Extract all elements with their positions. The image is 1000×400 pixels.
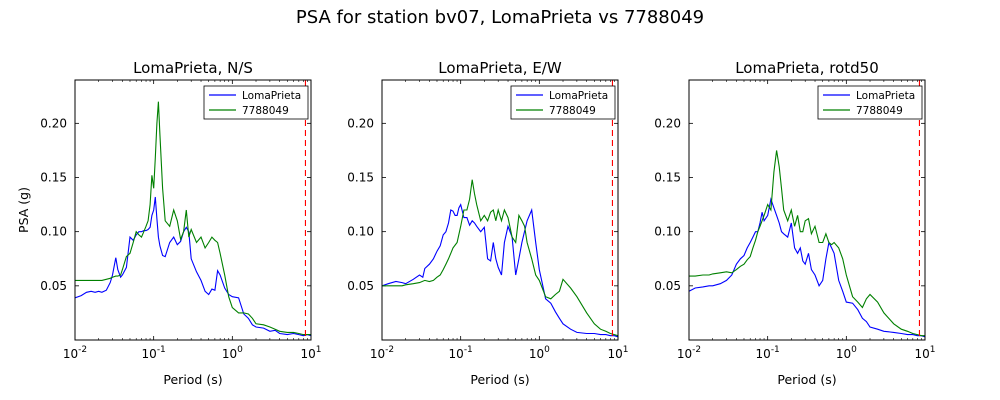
y-tick-label: 0.15 [654,171,681,185]
y-tick-label: 0.10 [40,225,67,239]
y-tick-label: 0.15 [40,171,67,185]
series-line [75,196,311,337]
axes-frame [381,79,619,341]
y-tick-label: 0.20 [40,116,67,130]
legend-box [203,85,309,120]
series-line [75,101,311,336]
axes-frame [74,79,312,341]
y-tick-label: 0.20 [654,116,681,130]
legend-label: 7788049 [242,105,289,117]
chart-panel: 10-2 10-1 100 1010.050.100.150.20LomaPrieta… [16,59,322,387]
panel-title: LomaPrieta, E/W [438,59,562,77]
y-tick-label: 0.05 [654,279,681,293]
series-line [689,197,925,338]
chart-panel: 10-2 10-1 100 1010.050.100.150.20LomaPrieta… [347,59,628,387]
legend-label: LomaPrieta [549,90,608,102]
legend-label: 7788049 [856,105,903,117]
x-axis-label: Period (s) [163,372,222,387]
chart-panels: 10-2 10-1 100 1010.050.100.150.20LomaPrieta… [16,59,936,387]
series-line [382,179,618,337]
legend-label: 7788049 [549,105,596,117]
y-tick-label: 0.20 [347,116,374,130]
legend-label: LomaPrieta [856,90,915,102]
figure-title: PSA for station bv07, LomaPrieta vs 7788… [296,7,704,28]
panel-title: LomaPrieta, N/S [133,59,253,77]
chart-panel: 10-2 10-1 100 1010.050.100.150.20LomaPrieta… [654,59,935,387]
y-tick-label: 0.10 [347,225,374,239]
series-line [382,203,618,338]
legend-box [817,85,923,120]
axes-frame [688,79,926,341]
x-axis-label: Period (s) [777,372,836,387]
x-axis-label: Period (s) [470,372,529,387]
legend-label: LomaPrieta [242,90,301,102]
y-tick-label: 0.05 [347,279,374,293]
y-tick-label: 0.05 [40,279,67,293]
series-line [689,150,925,337]
legend-box [510,85,616,120]
y-tick-label: 0.15 [347,171,374,185]
panel-title: LomaPrieta, rotd50 [735,59,879,77]
y-axis-label: PSA (g) [16,187,31,233]
y-tick-label: 0.10 [654,225,681,239]
